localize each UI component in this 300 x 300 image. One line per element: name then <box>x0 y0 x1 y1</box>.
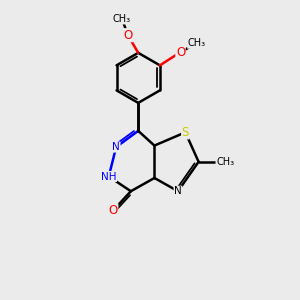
Text: N: N <box>112 142 120 152</box>
Text: O: O <box>123 29 133 42</box>
Text: O: O <box>176 46 185 59</box>
Text: CH₃: CH₃ <box>188 38 206 48</box>
Text: CH₃: CH₃ <box>113 14 131 24</box>
Text: S: S <box>182 126 189 139</box>
Text: CH₃: CH₃ <box>216 157 234 167</box>
Text: N: N <box>174 186 182 196</box>
Text: NH: NH <box>101 172 116 182</box>
Text: O: O <box>109 204 118 217</box>
